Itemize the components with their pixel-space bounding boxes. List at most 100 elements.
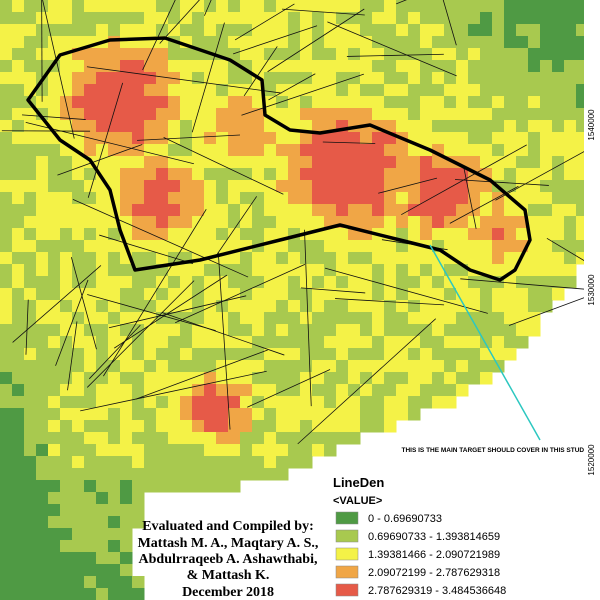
raster-cell bbox=[132, 0, 145, 13]
raster-cell bbox=[360, 216, 373, 229]
raster-cell bbox=[192, 180, 205, 193]
raster-cell bbox=[132, 84, 145, 97]
raster-cell bbox=[324, 48, 337, 61]
raster-cell bbox=[468, 156, 481, 169]
credit-line: Abdulrraqeeb A. Ashawthabi, bbox=[139, 552, 318, 567]
raster-cell bbox=[192, 288, 205, 301]
raster-cell bbox=[264, 312, 277, 325]
raster-cell bbox=[300, 180, 313, 193]
raster-cell bbox=[168, 396, 181, 409]
raster-cell bbox=[252, 12, 265, 25]
raster-cell bbox=[276, 84, 289, 97]
raster-cell bbox=[144, 408, 157, 421]
raster-cell bbox=[12, 468, 25, 481]
raster-cell bbox=[432, 108, 445, 121]
raster-cell bbox=[372, 348, 385, 361]
raster-cell bbox=[84, 588, 97, 600]
raster-cell bbox=[0, 192, 13, 205]
raster-cell bbox=[24, 324, 37, 337]
raster-cell bbox=[132, 492, 145, 505]
raster-cell bbox=[120, 276, 133, 289]
raster-cell bbox=[204, 108, 217, 121]
raster-cell bbox=[480, 84, 493, 97]
raster-cell bbox=[84, 72, 97, 85]
legend-swatch bbox=[335, 511, 359, 525]
raster-cell bbox=[108, 384, 121, 397]
raster-cell bbox=[180, 384, 193, 397]
raster-cell bbox=[456, 312, 469, 325]
raster-cell bbox=[384, 420, 397, 433]
raster-cell bbox=[468, 120, 481, 133]
raster-cell bbox=[156, 480, 169, 493]
raster-cell bbox=[396, 228, 409, 241]
raster-cell bbox=[396, 144, 409, 157]
raster-cell bbox=[300, 252, 313, 265]
raster-cell bbox=[504, 108, 517, 121]
raster-cell bbox=[528, 0, 541, 13]
raster-cell bbox=[228, 456, 241, 469]
raster-cell bbox=[72, 120, 85, 133]
raster-cell bbox=[516, 60, 529, 73]
raster-cell bbox=[240, 312, 253, 325]
raster-cell bbox=[96, 264, 109, 277]
raster-cell bbox=[0, 204, 13, 217]
legend-label: 2.787629319 - 3.484536648 bbox=[368, 585, 506, 597]
raster-cell bbox=[420, 372, 433, 385]
raster-cell bbox=[312, 420, 325, 433]
raster-cell bbox=[24, 348, 37, 361]
raster-cell bbox=[540, 12, 553, 25]
raster-cell bbox=[96, 492, 109, 505]
raster-cell bbox=[348, 384, 361, 397]
raster-cell bbox=[48, 156, 61, 169]
raster-cell bbox=[72, 456, 85, 469]
raster-cell bbox=[120, 528, 133, 541]
raster-cell bbox=[276, 168, 289, 181]
raster-cell bbox=[192, 24, 205, 37]
raster-cell bbox=[132, 420, 145, 433]
raster-cell bbox=[516, 132, 529, 145]
raster-cell bbox=[408, 0, 421, 13]
raster-cell bbox=[264, 444, 277, 457]
raster-cell bbox=[60, 168, 73, 181]
raster-cell bbox=[144, 24, 157, 37]
lineament bbox=[67, 321, 78, 391]
raster-cell bbox=[288, 192, 301, 205]
raster-cell bbox=[300, 300, 313, 313]
raster-cell bbox=[372, 168, 385, 181]
raster-cell bbox=[24, 444, 37, 457]
raster-cell bbox=[420, 348, 433, 361]
raster-cell bbox=[144, 348, 157, 361]
raster-cell bbox=[108, 240, 121, 253]
raster-cell bbox=[96, 420, 109, 433]
raster-cell bbox=[84, 192, 97, 205]
lineament bbox=[80, 370, 267, 412]
raster-cell bbox=[336, 108, 349, 121]
raster-cell bbox=[12, 252, 25, 265]
raster-cell bbox=[156, 468, 169, 481]
raster-cell bbox=[324, 264, 337, 277]
raster-cell bbox=[288, 432, 301, 445]
raster-cell bbox=[132, 516, 145, 529]
raster-cell bbox=[48, 96, 61, 109]
raster-cell bbox=[24, 0, 37, 13]
raster-cell bbox=[36, 504, 49, 517]
raster-cell bbox=[540, 300, 553, 313]
raster-cell bbox=[24, 588, 37, 600]
raster-cell bbox=[192, 144, 205, 157]
raster-cell bbox=[444, 204, 457, 217]
raster-cell bbox=[24, 72, 37, 85]
raster-cell bbox=[72, 384, 85, 397]
raster-cell bbox=[240, 156, 253, 169]
raster-cell bbox=[564, 168, 577, 181]
raster-cell bbox=[552, 12, 565, 25]
raster-cell bbox=[468, 180, 481, 193]
raster-cell bbox=[84, 120, 97, 133]
raster-cell bbox=[48, 480, 61, 493]
raster-cell bbox=[456, 108, 469, 121]
raster-cell bbox=[312, 300, 325, 313]
raster-cell bbox=[216, 456, 229, 469]
raster-cell bbox=[228, 480, 241, 493]
raster-cell bbox=[348, 144, 361, 157]
lineament bbox=[297, 318, 437, 445]
raster-cell bbox=[492, 240, 505, 253]
